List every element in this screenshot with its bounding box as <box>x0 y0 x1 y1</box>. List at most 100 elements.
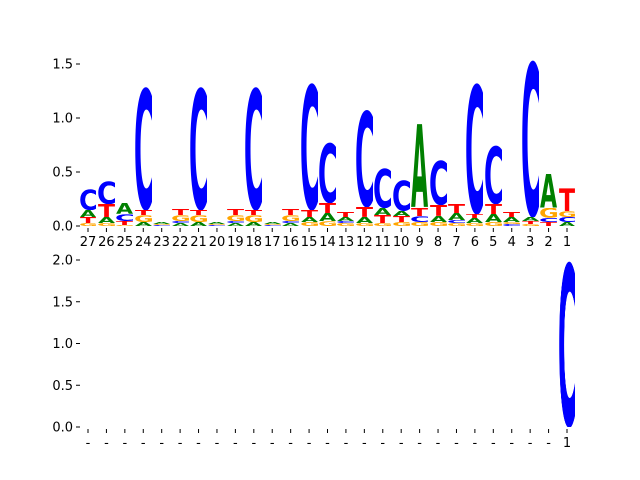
logo-letter-A <box>300 217 318 222</box>
logo-letter-C <box>503 223 521 226</box>
logo-letter-T <box>374 215 392 223</box>
logo-letter-T <box>466 214 484 219</box>
logo-letter-C <box>337 220 355 223</box>
logo-letter-G <box>319 220 336 226</box>
x-tick-label: 22 <box>172 235 189 250</box>
x-tick-label: - <box>399 436 404 451</box>
x-tick-label: 26 <box>98 235 115 250</box>
x-tick-label: - <box>196 436 201 451</box>
logo-letter-A <box>355 217 373 223</box>
x-tick-label: 18 <box>246 235 263 250</box>
logo-letter-T <box>282 208 300 216</box>
logo-letter-G <box>116 224 134 226</box>
logo-letter-C <box>282 220 300 223</box>
x-tick-label: 2 <box>544 235 552 250</box>
logo-letter-A <box>190 221 207 226</box>
logo-letter-G <box>503 221 521 224</box>
logo-letter-C <box>447 219 465 223</box>
logo-letter-A <box>245 221 263 226</box>
x-tick-label: 9 <box>415 235 423 250</box>
x-tick-label: - <box>509 436 514 451</box>
x-tick-label: 8 <box>434 235 442 250</box>
logo-letter-A <box>79 209 97 218</box>
x-tick-label: 1 <box>563 235 571 250</box>
logo-letter-G <box>226 215 244 221</box>
logo-panel-top: 0.00.51.01.527 26 25 24 23 22 21 20 19 18 17 16 15 14… <box>52 58 571 251</box>
logo-letter-T <box>171 208 189 216</box>
logo-letter-T <box>429 205 447 217</box>
logo-letter-G <box>190 215 207 222</box>
y-tick-label: 0.5 <box>52 379 73 394</box>
logo-letter-A <box>484 214 502 222</box>
logo-letter-G <box>263 223 281 225</box>
logo-letter-A <box>521 217 539 221</box>
x-tick-label: - <box>380 436 385 451</box>
x-tick-label: - <box>362 436 367 451</box>
logo-letter-A <box>171 222 189 226</box>
logo-letter-T <box>392 216 410 222</box>
logo-letter-T <box>484 204 502 215</box>
logo-letter-A <box>429 216 447 222</box>
x-tick-label: - <box>122 436 127 451</box>
logo-letter-C <box>208 224 226 226</box>
logo-letter-T <box>540 221 558 226</box>
x-tick-label: 7 <box>452 235 460 250</box>
logo-letter-T <box>190 209 207 216</box>
x-tick-label: 13 <box>338 235 355 250</box>
x-tick-label: 3 <box>526 235 534 250</box>
logo-letter-G <box>171 215 189 221</box>
logo-letter-A <box>558 221 576 226</box>
logo-letter-A <box>503 217 521 222</box>
x-tick-label: - <box>270 436 275 451</box>
logo-letter-G <box>97 222 115 226</box>
x-tick-label: 5 <box>489 235 497 250</box>
logo-letter-T <box>319 203 336 214</box>
logo-letter-C <box>355 109 373 207</box>
logo-letter-C <box>558 260 576 427</box>
x-tick-label: - <box>141 436 146 451</box>
logo-letter-A <box>226 222 244 226</box>
x-tick-label: - <box>436 436 441 451</box>
logo-letter-T <box>558 188 576 211</box>
y-tick-label: 0.0 <box>52 421 73 436</box>
y-tick-label: 0.0 <box>52 220 73 235</box>
logo-letter-T <box>355 206 373 218</box>
logo-letter-T <box>521 220 539 224</box>
x-tick-label: 17 <box>264 235 281 250</box>
x-tick-label: - <box>159 436 164 451</box>
logo-letter-A <box>392 210 410 217</box>
logo-letter-A <box>97 217 115 223</box>
x-tick-label: 25 <box>117 235 134 250</box>
logo-letter-C <box>97 180 115 205</box>
logo-letter-T <box>97 204 115 218</box>
logo-letter-A <box>134 221 152 226</box>
logo-letter-C <box>484 145 502 205</box>
logo-letter-G <box>282 215 300 221</box>
logo-letter-A <box>116 203 134 215</box>
logo-letter-G <box>540 207 558 219</box>
x-tick-label: 23 <box>153 235 170 250</box>
logo-letter-T <box>337 211 355 218</box>
x-tick-label: - <box>233 436 238 451</box>
x-tick-label: 20 <box>209 235 226 250</box>
logo-letter-G <box>466 222 484 226</box>
x-tick-label: - <box>86 436 91 451</box>
logo-letter-T <box>300 209 318 218</box>
logo-letter-A <box>447 213 465 220</box>
logo-letter-C <box>153 224 171 226</box>
logo-letter-C <box>374 167 392 208</box>
logo-letter-G <box>374 222 392 226</box>
logo-letter-C <box>245 85 263 210</box>
logo-letter-G <box>153 223 171 225</box>
logo-letter-G <box>245 215 263 222</box>
logo-letter-A <box>282 222 300 226</box>
logo-letter-A <box>411 124 429 208</box>
logo-panel-bottom: 0.00.51.01.52.0- - - - - - - - - - - - - - - - - - - - - - - - -… <box>52 254 571 452</box>
x-tick-label: - <box>307 436 312 451</box>
x-tick-label: 16 <box>282 235 299 250</box>
logo-letter-G <box>429 221 447 226</box>
x-tick-label: - <box>528 436 533 451</box>
x-tick-label: - <box>491 436 496 451</box>
x-tick-label: - <box>417 436 422 451</box>
x-tick-label: - <box>178 436 183 451</box>
